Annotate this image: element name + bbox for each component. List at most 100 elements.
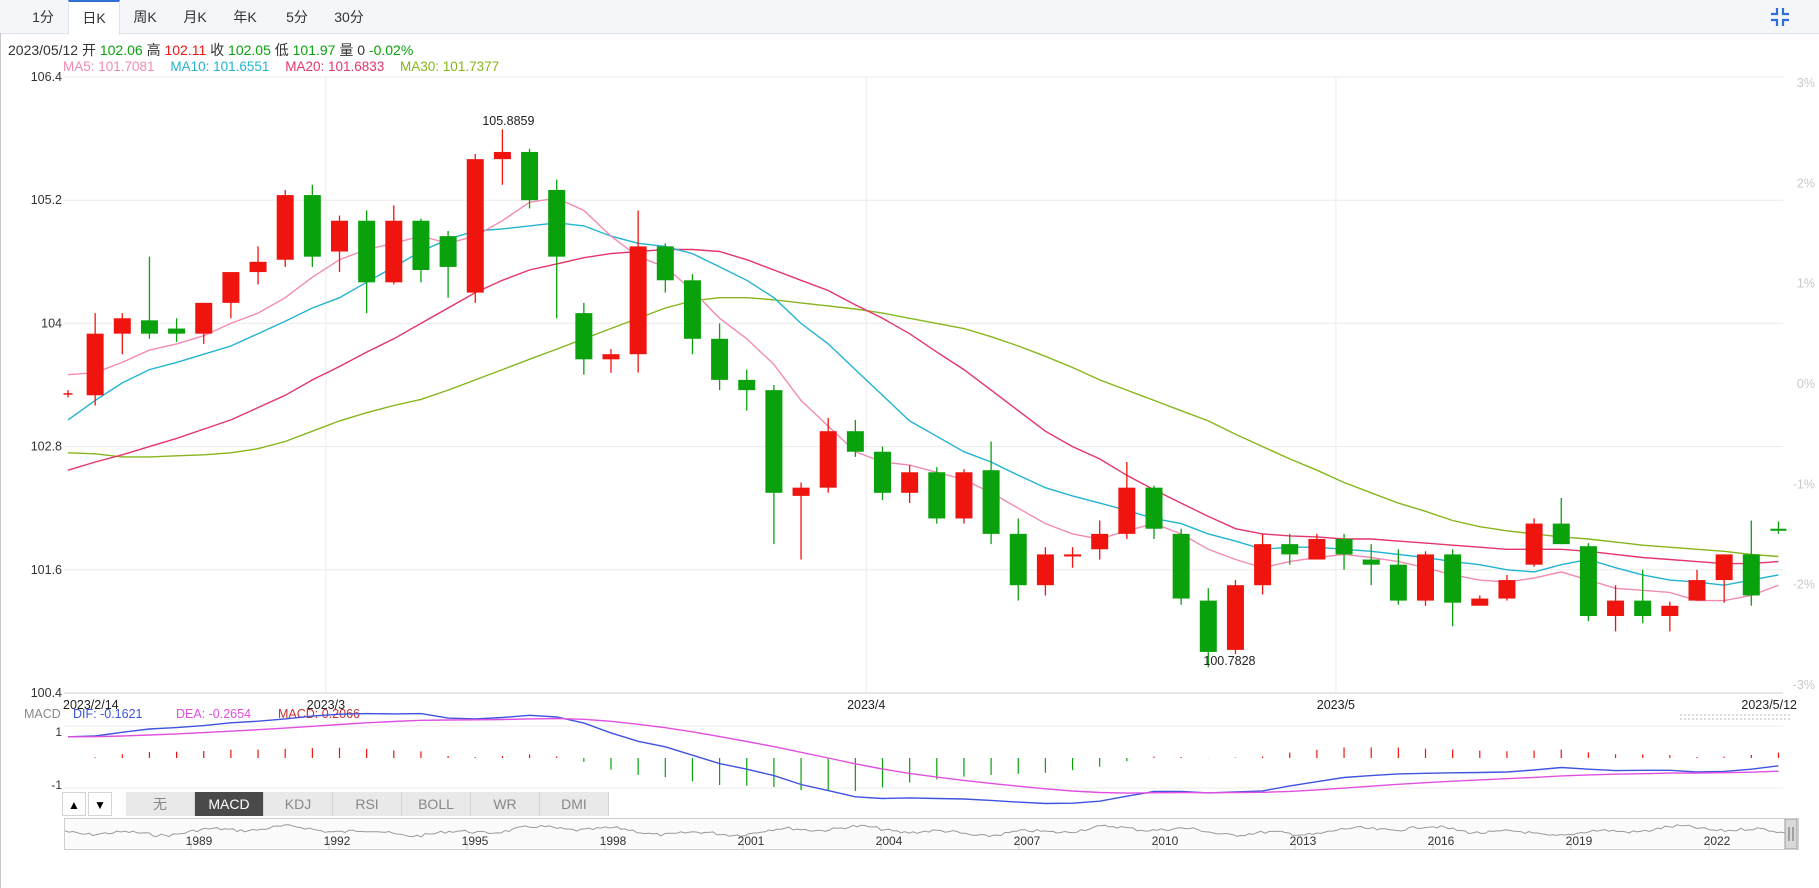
macd-y-tick: 1 <box>55 725 62 739</box>
candle-body <box>1607 600 1625 616</box>
x-tick-label: 2023/3 <box>307 698 345 712</box>
close-value: 102.05 <box>228 42 271 58</box>
candle-body <box>140 320 158 334</box>
candle-body <box>222 272 240 303</box>
candle-body <box>874 451 891 493</box>
navigator-year-label: 2016 <box>1428 834 1455 848</box>
candle-body <box>466 159 484 293</box>
quote-line: 2023/05/12 开 102.06 高 102.11 收 102.05 低 … <box>8 40 413 60</box>
high-label: 高 <box>146 42 161 58</box>
navigator-year-label: 1989 <box>186 834 213 848</box>
pct-tick-label: 1% <box>1797 277 1815 291</box>
dif-legend: DIF: -0.1621 <box>73 707 143 721</box>
close-label: 收 <box>210 42 225 58</box>
quote-date: 2023/05/12 <box>8 42 79 58</box>
y-tick-label: 100.4 <box>31 686 62 700</box>
candle-body <box>846 431 864 452</box>
candle-body <box>792 487 810 496</box>
candle-body <box>1389 564 1407 601</box>
navigator-year-label: 2019 <box>1566 834 1593 848</box>
indicator-tab-dmi[interactable]: DMI <box>540 792 609 816</box>
open-value: 102.06 <box>99 42 143 58</box>
tab-daily[interactable]: 日K <box>68 0 120 35</box>
candle-body <box>1715 554 1733 581</box>
x-tick-label: 2023/5 <box>1317 698 1355 712</box>
range-navigator[interactable]: 1989 1992 1995 1998 2001 2004 2007 2010 2013 2016… <box>64 818 1799 850</box>
candle-body <box>1308 539 1326 560</box>
candle-body <box>1661 605 1679 616</box>
tab-yearly[interactable]: 年K <box>233 9 257 25</box>
navigator-year-label: 2004 <box>876 834 903 848</box>
low-value: 101.97 <box>292 42 336 58</box>
navigator-year-label: 1998 <box>600 834 627 848</box>
ma30-line <box>67 297 1779 558</box>
pct-tick-label: 0% <box>1797 377 1815 391</box>
candle-body <box>548 189 566 257</box>
candle-body <box>358 220 376 283</box>
candle-body <box>711 338 729 380</box>
candle-body <box>982 470 1000 534</box>
candle-body <box>1226 585 1244 650</box>
indicator-tab-none[interactable]: 无 <box>126 792 195 816</box>
navigator-handle <box>1784 819 1798 849</box>
candle-body <box>439 236 457 267</box>
candle-body <box>819 431 837 488</box>
y-tick-label: 105.2 <box>31 193 62 207</box>
navigator-year-label: 2007 <box>1014 834 1041 848</box>
navigator-year-label: 1992 <box>324 834 351 848</box>
candle-body <box>1199 600 1217 652</box>
navigator-year-label: 1995 <box>462 834 489 848</box>
candle-body <box>1335 539 1353 555</box>
indicator-tab-boll[interactable]: BOLL <box>402 792 471 816</box>
candle-body <box>629 246 647 355</box>
tab-weekly[interactable]: 周K <box>133 9 157 25</box>
candle-body <box>1552 523 1570 545</box>
arrow-up-button[interactable]: ▲ <box>62 792 86 816</box>
candle-body <box>249 261 267 273</box>
candle-body <box>1579 546 1597 616</box>
candle-body <box>656 246 674 281</box>
candle-body <box>1145 487 1163 529</box>
pct-tick-label: -2% <box>1793 578 1815 592</box>
indicator-tab-rsi[interactable]: RSI <box>333 792 402 816</box>
tab-monthly[interactable]: 月K <box>183 9 207 25</box>
y-tick-label: 104 <box>41 316 62 330</box>
dea-line <box>67 717 1779 794</box>
dea-legend: DEA: -0.2654 <box>176 707 251 721</box>
pct-tick-label: -3% <box>1793 678 1815 692</box>
open-label: 开 <box>81 42 96 58</box>
macd-y-tick: -1 <box>51 778 62 792</box>
macd-panel-label: MACD <box>24 707 61 721</box>
candle-body <box>1688 580 1706 601</box>
ma30-legend: MA30: 101.7377 <box>400 59 500 74</box>
candle-body <box>1444 554 1462 603</box>
pct-tick-label: 2% <box>1797 176 1815 190</box>
ma10-legend: MA10: 101.6551 <box>170 59 270 74</box>
ma5-legend: MA5: 101.7081 <box>63 59 155 74</box>
candle-body <box>63 393 73 395</box>
candle-body <box>331 220 348 252</box>
candle-body <box>1091 533 1109 550</box>
candle-body <box>1281 544 1299 555</box>
tab-5min[interactable]: 5分 <box>286 9 308 25</box>
candle-body <box>1172 533 1190 599</box>
indicator-tab-macd[interactable]: MACD <box>195 792 264 816</box>
tab-1min[interactable]: 1分 <box>32 9 54 25</box>
candle-body <box>901 472 919 493</box>
ma20-line <box>67 248 1779 565</box>
candle-body <box>1525 523 1543 565</box>
arrow-down-button[interactable]: ▼ <box>88 792 112 816</box>
x-tick-label: 2023/2/14 <box>63 698 119 712</box>
collapse-fullscreen-icon[interactable] <box>1769 6 1791 28</box>
candle-body <box>1036 554 1054 586</box>
candle-body <box>1254 544 1272 586</box>
indicator-tab-wr[interactable]: WR <box>471 792 540 816</box>
tab-30min[interactable]: 30分 <box>334 9 364 25</box>
min-price-annotation: 100.7828 <box>1203 654 1255 668</box>
pct-tick-label: 3% <box>1797 76 1815 90</box>
indicator-tab-kdj[interactable]: KDJ <box>264 792 333 816</box>
candle-body <box>168 328 186 334</box>
candle-body <box>385 220 403 283</box>
x-tick-label: 2023/5/12 <box>1741 698 1797 712</box>
